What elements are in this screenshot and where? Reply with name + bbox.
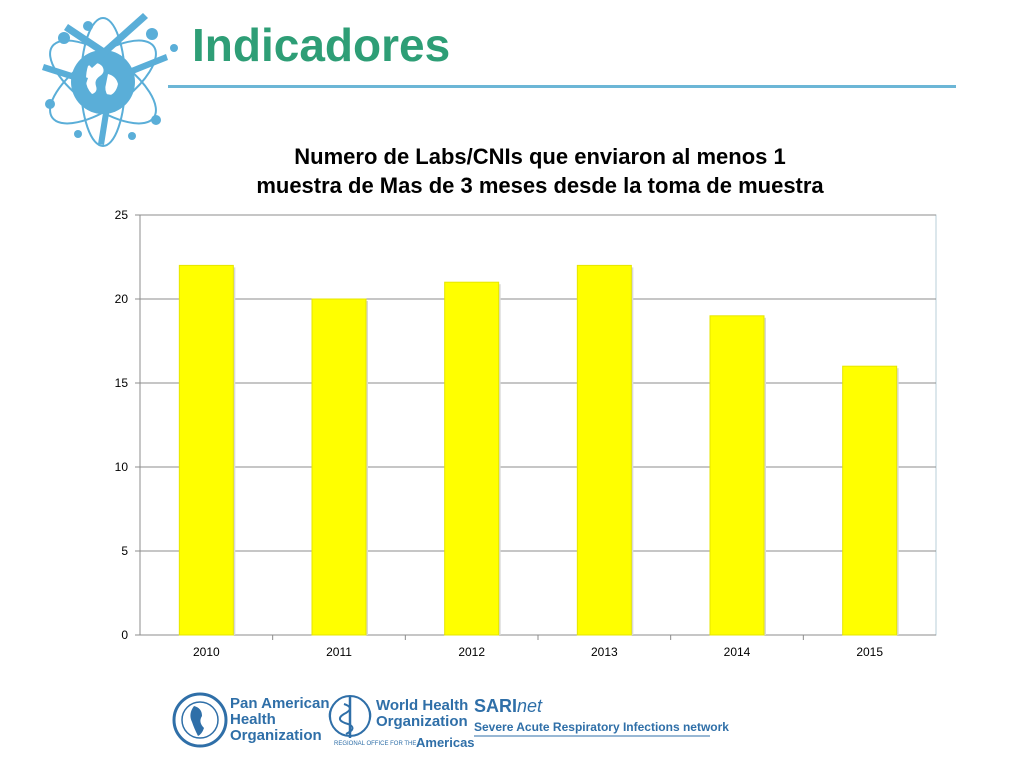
x-tick-label: 2015: [856, 645, 883, 659]
who-line-1: World Health: [376, 697, 468, 714]
y-tick-label: 25: [115, 208, 129, 222]
y-tick-label: 0: [121, 628, 128, 642]
who-regional: Americas: [416, 735, 475, 750]
who-emblem-icon: [328, 695, 372, 738]
globe-logo-icon: [42, 13, 178, 147]
bar-2010: [178, 264, 234, 636]
y-tick-label: 15: [115, 376, 129, 390]
who-line-2: Organization: [376, 713, 468, 730]
who-regional-small: REGIONAL OFFICE FOR THE: [334, 741, 416, 747]
plot-area: [139, 214, 937, 636]
x-tick-label: 2014: [724, 645, 751, 659]
y-tick-label: 10: [115, 460, 129, 474]
sarinet-brand: SARInet: [474, 696, 543, 716]
y-tick-label: 5: [121, 544, 128, 558]
sarinet-tagline: Severe Acute Respiratory Infections netw…: [474, 720, 729, 734]
chart-title: Numero de Labs/CNIs que enviaron al meno…: [150, 142, 930, 200]
x-tick-label: 2010: [193, 645, 220, 659]
x-tick-label: 2011: [326, 645, 352, 659]
paho-line-2: Health: [230, 711, 276, 728]
bar-2014: [709, 315, 765, 636]
footer-logos: Pan American Health Organization World H…: [172, 692, 729, 750]
bar-2012: [444, 281, 500, 636]
x-tick-label: 2013: [591, 645, 618, 659]
title-divider: [168, 85, 956, 88]
paho-line-1: Pan American: [230, 695, 330, 712]
bar-2011: [311, 298, 367, 636]
paho-emblem-icon: [172, 692, 228, 748]
bar-2013: [576, 264, 632, 636]
bar-2015: [842, 365, 898, 636]
chart-title-line-2: muestra de Mas de 3 meses desde la toma …: [256, 173, 824, 198]
slide-title: Indicadores: [192, 19, 451, 71]
y-tick-label: 20: [115, 292, 129, 306]
chart-title-line-1: Numero de Labs/CNIs que enviaron al meno…: [294, 144, 786, 169]
x-tick-label: 2012: [458, 645, 485, 659]
paho-line-3: Organization: [230, 727, 322, 744]
